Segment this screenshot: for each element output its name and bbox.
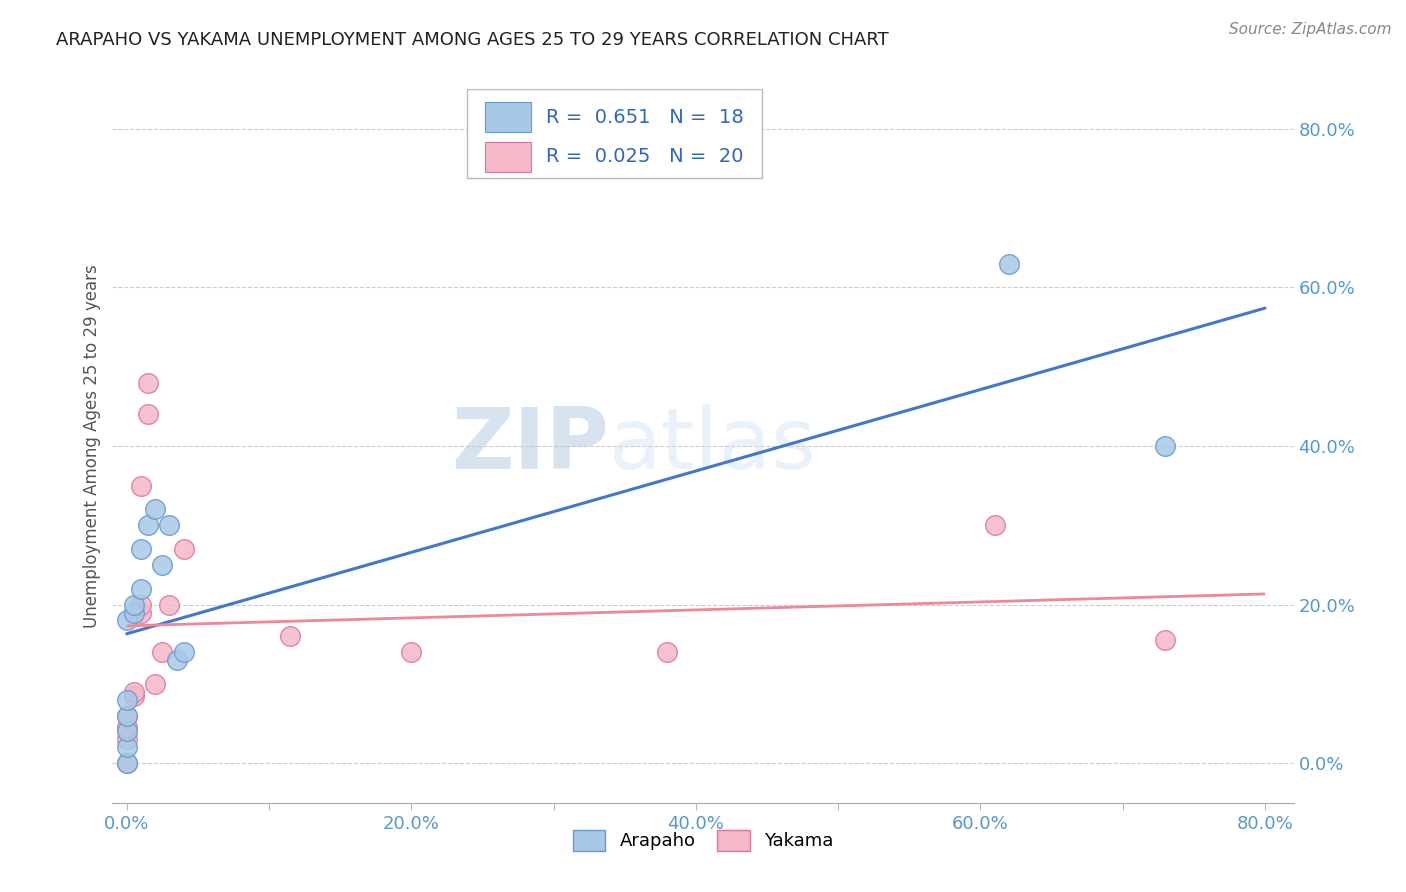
Point [173, 542, 195, 557]
Point [115, 708, 138, 723]
Text: R =  0.651   N =  18: R = 0.651 N = 18 [546, 108, 744, 127]
Point [998, 257, 1021, 271]
Point [136, 518, 159, 533]
Point [115, 724, 138, 739]
Point [122, 606, 145, 620]
Text: Source: ZipAtlas.com: Source: ZipAtlas.com [1229, 22, 1392, 37]
FancyBboxPatch shape [485, 142, 530, 172]
FancyBboxPatch shape [485, 103, 530, 132]
Point [115, 756, 138, 771]
Point [136, 407, 159, 421]
Point [143, 677, 166, 691]
Text: ARAPAHO VS YAKAMA UNEMPLOYMENT AMONG AGES 25 TO 29 YEARS CORRELATION CHART: ARAPAHO VS YAKAMA UNEMPLOYMENT AMONG AGE… [56, 31, 889, 49]
Point [173, 645, 195, 659]
Point [115, 721, 138, 735]
Point [122, 598, 145, 612]
Point [657, 645, 679, 659]
Y-axis label: Unemployment Among Ages 25 to 29 years: Unemployment Among Ages 25 to 29 years [83, 264, 101, 628]
Point [129, 606, 152, 620]
Point [143, 502, 166, 516]
Point [115, 708, 138, 723]
Point [115, 756, 138, 771]
Point [150, 558, 173, 572]
Text: R =  0.025   N =  20: R = 0.025 N = 20 [546, 147, 744, 166]
Text: atlas: atlas [609, 404, 817, 488]
Point [129, 478, 152, 492]
Point [122, 689, 145, 703]
Point [129, 598, 152, 612]
Point [122, 685, 145, 699]
Point [1154, 439, 1177, 453]
Point [157, 518, 180, 533]
Point [115, 692, 138, 706]
Point [157, 598, 180, 612]
Point [129, 542, 152, 557]
Point [129, 582, 152, 596]
Text: ZIP: ZIP [451, 404, 609, 488]
Point [983, 518, 1005, 533]
Point [166, 653, 188, 667]
FancyBboxPatch shape [467, 89, 762, 178]
Point [401, 645, 423, 659]
Legend: Arapaho, Yakama: Arapaho, Yakama [565, 822, 841, 858]
Point [280, 629, 302, 643]
Point [115, 732, 138, 747]
Point [136, 376, 159, 390]
Point [115, 740, 138, 755]
Point [1154, 633, 1177, 648]
Point [115, 614, 138, 628]
Point [150, 645, 173, 659]
